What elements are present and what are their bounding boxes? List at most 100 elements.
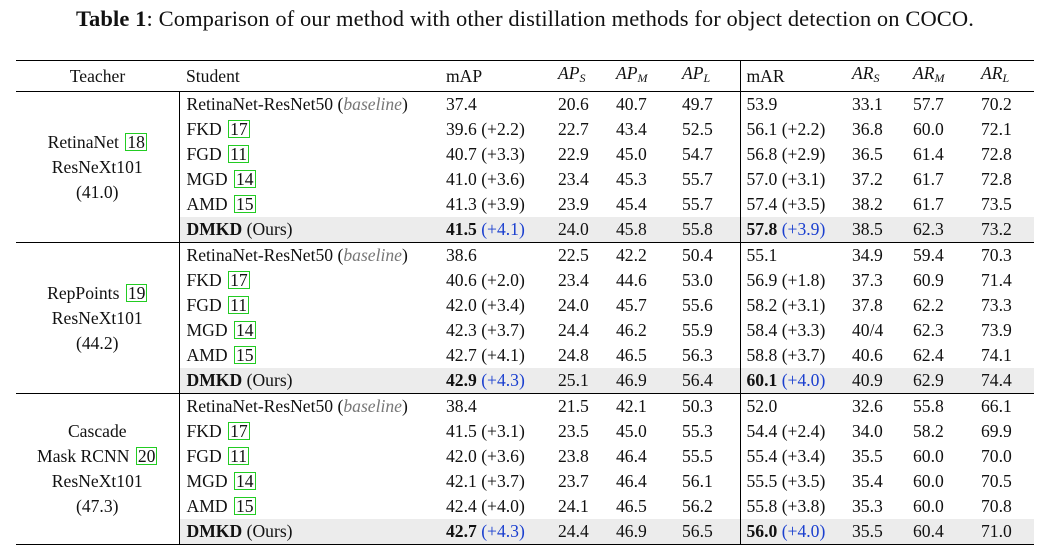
citation-link[interactable]: 17 [228, 270, 250, 290]
student-method: MGD [186, 471, 228, 491]
cell-ars: 35.3 [852, 496, 883, 516]
citation-link[interactable]: 15 [233, 496, 256, 516]
header-aps-base: AP [558, 63, 580, 83]
best-mar: 56.0 [746, 521, 778, 541]
citation-link[interactable]: 11 [228, 446, 250, 466]
cell-mar: 56.0 (+4.0) [739, 519, 852, 545]
cell-ars: 37.3 [852, 270, 883, 290]
student-method: FKD [186, 270, 222, 290]
ours-row: DMKD (Ours) 41.5 (+4.1) 24.0 45.8 55.8 5… [16, 217, 1034, 243]
student-method: RetinaNet-ResNet50 ( [186, 94, 344, 114]
citation-link[interactable]: 15 [233, 194, 256, 214]
teacher-backbone: ResNeXt101 [51, 156, 143, 177]
cell-arl: 73.3 [981, 295, 1012, 315]
student-cell: DMKD (Ours) [179, 519, 446, 545]
student-cell: AMD 15 [179, 343, 446, 368]
student-method: FKD [186, 119, 222, 139]
cell-ars: 36.5 [852, 144, 883, 164]
header-ars-base: AR [852, 63, 874, 83]
cell-arl: 70.0 [981, 446, 1012, 466]
teacher-score: (47.3) [75, 496, 119, 516]
cell-map: 42.3 (+3.7) [446, 320, 525, 340]
cell-mar: 55.8 (+3.8) [739, 494, 852, 519]
student-cell: AMD 15 [179, 192, 446, 217]
cell-aps: 24.0 [558, 217, 616, 243]
cell-apm: 46.5 [616, 496, 647, 516]
citation-link[interactable]: 11 [228, 144, 250, 164]
teacher-backbone: ResNeXt101 [51, 307, 143, 328]
citation-link[interactable]: 14 [233, 320, 256, 340]
cell-mar: 52.0 [739, 393, 852, 419]
teacher-name-2: Mask RCNN [37, 446, 130, 466]
cell-apm: 46.4 [616, 446, 647, 466]
cell-map: 38.4 [446, 396, 477, 416]
cell-arl: 71.4 [981, 270, 1012, 290]
cell-aps: 21.5 [558, 396, 589, 416]
table-row: FKD 17 40.6 (+2.0) 23.4 44.6 53.0 56.9 (… [16, 268, 1034, 293]
cell-aps: 23.4 [558, 169, 589, 189]
teacher-cell: RepPoints 19 ResNeXt101 (44.2) [16, 242, 180, 394]
cell-map: 42.0 (+3.4) [446, 295, 525, 315]
citation-link[interactable]: 14 [233, 169, 256, 189]
cell-arl: 66.1 [981, 396, 1012, 416]
citation-link[interactable]: 19 [125, 282, 148, 303]
cell-map: 42.1 (+3.7) [446, 471, 525, 491]
cell-aps: 24.0 [558, 295, 589, 315]
cell-ars: 36.8 [852, 119, 883, 139]
cell-arm: 62.3 [913, 217, 981, 243]
cell-apl: 55.6 [682, 295, 713, 315]
mar-gain: (+4.0) [777, 370, 826, 390]
cell-apm: 46.5 [616, 345, 647, 365]
table-row: FGD 11 42.0 (+3.4) 24.0 45.7 55.6 58.2 (… [16, 293, 1034, 318]
citation-link[interactable]: 17 [228, 421, 250, 441]
table-caption: Table 1: Comparison of our method with o… [0, 6, 1050, 32]
student-method: AMD [186, 496, 228, 516]
cell-aps: 23.4 [558, 270, 589, 290]
cell-apm: 45.7 [616, 295, 647, 315]
citation-link[interactable]: 11 [228, 295, 250, 315]
citation-link[interactable]: 14 [233, 471, 256, 491]
cell-apm: 40.7 [616, 94, 647, 114]
student-cell: MGD 14 [179, 469, 446, 494]
cell-ars: 34.9 [852, 245, 883, 265]
header-mar: mAR [739, 60, 852, 92]
best-map: 41.5 [446, 219, 477, 239]
header-apm-base: AP [616, 63, 638, 83]
student-cell: RetinaNet-ResNet50 (baseline) [179, 243, 446, 269]
header-apm-sub: M [637, 71, 648, 85]
citation-link[interactable]: 15 [233, 345, 256, 365]
table-row: MGD 14 42.3 (+3.7) 24.4 46.2 55.9 58.4 (… [16, 318, 1034, 343]
best-map: 42.7 [446, 521, 477, 541]
table-row: FGD 11 42.0 (+3.6) 23.8 46.4 55.5 55.4 (… [16, 444, 1034, 469]
teacher-cell: RetinaNet 18 ResNeXt101 (41.0) [16, 91, 180, 243]
cell-arl: 74.1 [981, 345, 1012, 365]
ours-suffix: (Ours) [242, 219, 293, 239]
header-row: Teacher Student mAP APS APM APL mAR ARS … [16, 60, 1034, 92]
student-cell: FGD 11 [179, 293, 446, 318]
citation-link[interactable]: 18 [125, 131, 147, 152]
baseline-close: ) [401, 396, 408, 416]
cell-aps: 24.8 [558, 345, 589, 365]
student-method: RetinaNet-ResNet50 ( [186, 245, 344, 265]
cell-aps: 24.4 [558, 519, 616, 545]
cell-ars: 40.9 [852, 368, 913, 394]
cell-ars: 35.4 [852, 471, 883, 491]
student-cell: FKD 17 [179, 268, 446, 293]
cell-ars: 34.0 [852, 421, 883, 441]
baseline-tag: baseline [343, 94, 402, 114]
citation-link[interactable]: 17 [228, 119, 250, 139]
ours-row: DMKD (Ours) 42.7 (+4.3) 24.4 46.9 56.5 5… [16, 519, 1034, 545]
student-cell: RetinaNet-ResNet50 (baseline) [179, 394, 446, 420]
cell-map: 41.5 (+4.1) [446, 217, 558, 243]
teacher-score: (41.0) [75, 181, 119, 202]
header-arm-sub: M [934, 71, 945, 85]
teacher-name-line: RetinaNet 18 [16, 130, 179, 155]
best-map: 42.9 [446, 370, 477, 390]
cell-ars: 37.8 [852, 295, 883, 315]
cell-map: 42.7 (+4.1) [446, 345, 525, 365]
ours-method: DMKD [186, 370, 243, 390]
student-cell: AMD 15 [179, 494, 446, 519]
cell-apm: 45.8 [616, 217, 682, 243]
citation-link[interactable]: 20 [135, 446, 158, 466]
cell-apm: 42.1 [616, 396, 647, 416]
